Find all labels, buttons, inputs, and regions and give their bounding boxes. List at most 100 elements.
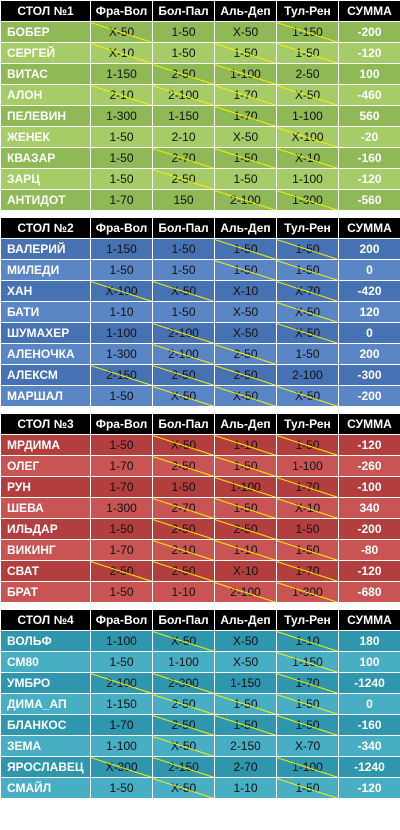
player-name: ВАЛЕРИЙ	[0, 238, 91, 260]
bet-cell: 1-50	[214, 42, 277, 64]
column-header: СУММА	[338, 413, 400, 435]
bet-cell: 2-70	[152, 497, 215, 519]
bet-cell: 1-50	[214, 497, 277, 519]
bet-cell: X-50	[214, 385, 277, 407]
table-title: СТОЛ №4	[0, 609, 91, 631]
bet-cell: X-50	[276, 84, 339, 106]
bet-cell: 1-50	[214, 455, 277, 477]
bet-cell: X-10	[276, 147, 339, 169]
bet-cell: 1-70	[90, 455, 153, 477]
table-row: СМАЙЛ 1-50 X-50 1-10 1-50 -120	[0, 777, 400, 799]
bet-cell: 1-50	[152, 259, 215, 281]
bet-cell: X-50	[152, 280, 215, 302]
table-row: ОЛЕГ 1-70 2-50 1-50 1-100 -260	[0, 455, 400, 477]
sum-cell: -160	[338, 714, 400, 736]
bet-cell: 1-150	[90, 693, 153, 715]
player-name: ЖЕНЕК	[0, 126, 91, 148]
bet-cell: X-50	[276, 385, 339, 407]
bet-cell: 1-300	[276, 581, 339, 603]
sum-cell: 200	[338, 343, 400, 365]
bet-cell: 1-70	[276, 672, 339, 694]
bet-cell: X-50	[152, 777, 215, 799]
bet-cell: X-50	[152, 630, 215, 652]
player-name: ДИМА_АП	[0, 693, 91, 715]
table-row: АНТИДОТ 1-70 150 2-100 1-300 -560	[0, 189, 400, 211]
table-row: ШЕВА 1-300 2-70 1-50 X-10 340	[0, 497, 400, 519]
player-name: СЕРГЕЙ	[0, 42, 91, 64]
sum-cell: 340	[338, 497, 400, 519]
bet-cell: X-70	[276, 735, 339, 757]
column-header: Бол-Пал	[152, 413, 215, 435]
table-title: СТОЛ №3	[0, 413, 91, 435]
score-table-2: СТОЛ №2 Фра-Вол Бол-Пал Аль-Деп Тул-Рен СУММА…	[0, 217, 400, 407]
bet-cell: X-50	[152, 385, 215, 407]
bet-cell: 1-100	[214, 476, 277, 498]
player-name: ОЛЕГ	[0, 455, 91, 477]
sum-cell: -1240	[338, 672, 400, 694]
sum-cell: 100	[338, 63, 400, 85]
bet-cell: 2-70	[152, 147, 215, 169]
table-row: СЕРГЕЙ X-10 1-50 1-50 1-50 -120	[0, 42, 400, 64]
sum-cell: -200	[338, 518, 400, 540]
sum-cell: -200	[338, 21, 400, 43]
sum-cell: -120	[338, 168, 400, 190]
bet-cell: 1-50	[214, 238, 277, 260]
bet-cell: 2-150	[152, 756, 215, 778]
table-row: БОБЕР X-50 1-50 X-50 1-150 -200	[0, 21, 400, 43]
table-header-row: СТОЛ №2 Фра-Вол Бол-Пал Аль-Деп Тул-Рен СУММА	[0, 217, 400, 239]
player-name: ВОЛЬФ	[0, 630, 91, 652]
bet-cell: 1-150	[214, 672, 277, 694]
bet-cell: 2-100	[276, 364, 339, 386]
player-name: АЛЕКСМ	[0, 364, 91, 386]
column-header: Тул-Рен	[276, 413, 339, 435]
sum-cell: -120	[338, 777, 400, 799]
table-title: СТОЛ №1	[0, 0, 91, 22]
bet-cell: X-50	[214, 630, 277, 652]
bet-cell: 1-10	[276, 630, 339, 652]
bet-cell: 2-100	[90, 672, 153, 694]
bet-cell: X-10	[90, 42, 153, 64]
column-header: Аль-Деп	[214, 609, 277, 631]
table-row: РУН 1-70 1-50 1-100 1-70 -100	[0, 476, 400, 498]
bet-cell: 1-50	[214, 147, 277, 169]
player-name: СВАТ	[0, 560, 91, 582]
table-header-row: СТОЛ №3 Фра-Вол Бол-Пал Аль-Деп Тул-Рен СУММА	[0, 413, 400, 435]
column-header: Аль-Деп	[214, 217, 277, 239]
player-name: ВИКИНГ	[0, 539, 91, 561]
bet-cell: 1-100	[276, 168, 339, 190]
sum-cell: 0	[338, 259, 400, 281]
bet-cell: 2-50	[152, 714, 215, 736]
table-row: ВИТАС 1-150 2-50 1-100 2-50 100	[0, 63, 400, 85]
bet-cell: 1-300	[276, 189, 339, 211]
score-table-4: СТОЛ №4 Фра-Вол Бол-Пал Аль-Деп Тул-Рен СУММА…	[0, 609, 400, 799]
bet-cell: 2-300	[152, 672, 215, 694]
bet-cell: 1-50	[90, 147, 153, 169]
bet-cell: X-50	[214, 301, 277, 323]
table-row: КВАЗАР 1-50 2-70 1-50 X-10 -160	[0, 147, 400, 169]
bet-cell: 1-100	[90, 630, 153, 652]
player-name: ВИТАС	[0, 63, 91, 85]
bet-cell: X-50	[214, 651, 277, 673]
bet-cell: 1-50	[90, 651, 153, 673]
player-name: БОБЕР	[0, 21, 91, 43]
bet-cell: 1-50	[276, 714, 339, 736]
bet-cell: 1-150	[90, 238, 153, 260]
column-header: Тул-Рен	[276, 217, 339, 239]
bet-cell: 1-50	[152, 21, 215, 43]
bet-cell: 1-50	[276, 777, 339, 799]
bet-cell: X-50	[152, 434, 215, 456]
player-name: МИЛЕДИ	[0, 259, 91, 281]
bet-cell: 1-50	[90, 168, 153, 190]
bet-cell: 1-50	[90, 385, 153, 407]
table-row: СВАТ 2-50 2-50 X-10 1-70 -120	[0, 560, 400, 582]
bet-cell: 1-50	[90, 518, 153, 540]
column-header: Бол-Пал	[152, 217, 215, 239]
bet-cell: 2-50	[152, 168, 215, 190]
bet-cell: X-70	[276, 280, 339, 302]
sum-cell: -420	[338, 280, 400, 302]
table-row: АЛЕНОЧКА 1-300 2-100 2-50 1-50 200	[0, 343, 400, 365]
bet-cell: 1-50	[90, 259, 153, 281]
player-name: ПЕЛЕВИН	[0, 105, 91, 127]
player-name: ШУМАХЕР	[0, 322, 91, 344]
column-header: Аль-Деп	[214, 413, 277, 435]
